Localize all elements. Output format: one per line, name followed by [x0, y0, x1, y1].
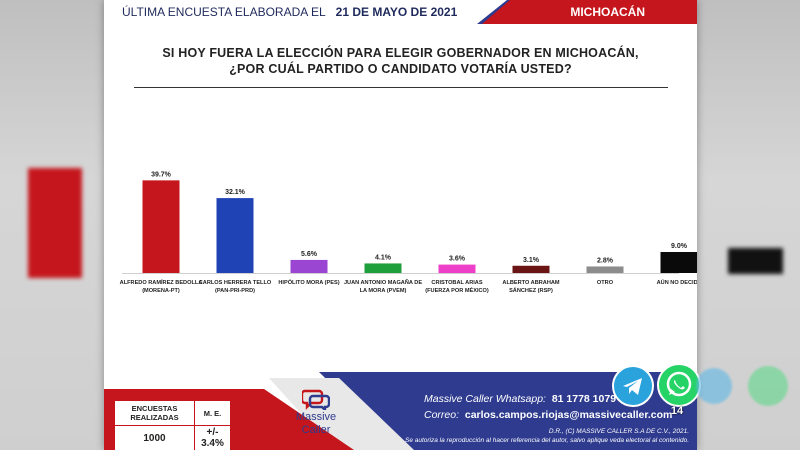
chat-bubble-logo-icon: [300, 388, 331, 413]
category-label-7-0: AÚN NO DECIDE: [657, 279, 697, 286]
header-red-stripe: [482, 0, 697, 24]
category-label-2-0: HIPÓLITO MORA (PES): [278, 278, 339, 286]
category-label-3-1: LA MORA (PVEM): [360, 288, 407, 294]
email-label: Correo:: [424, 409, 460, 421]
surveys-value: 1000: [114, 425, 195, 450]
whatsapp-number: 81 1778 1079: [551, 393, 617, 405]
bar-5: [512, 265, 550, 273]
category-label-1-0: CARLOS HERRERA TELLO: [199, 280, 272, 286]
margin-error-value: +/- 3.4%: [193, 425, 232, 450]
legal-line-1: D.R., (C) MASSIVE CALLER S.A DE C.V., 20…: [548, 428, 689, 435]
bar-1: [216, 198, 254, 273]
question-line-1: SI HOY FUERA LA ELECCIÓN PARA ELEGIR GOB…: [162, 46, 639, 60]
bar-value-label-3: 4.1%: [375, 254, 392, 261]
header-band: ÚLTIMA ENCUESTA ELABORADA EL 21 DE MAYO …: [104, 0, 697, 24]
bar-0: [142, 180, 180, 273]
category-label-3-0: JUAN ANTONIO MAGAÑA DE: [344, 279, 422, 286]
bar-value-label-7: 9.0%: [671, 243, 688, 250]
bar-value-label-4: 3.6%: [449, 256, 466, 263]
bar-value-label-2: 5.6%: [301, 251, 318, 258]
telegram-share-button-blurred: [696, 368, 732, 404]
poll-card: ÚLTIMA ENCUESTA ELABORADA EL 21 DE MAYO …: [104, 0, 697, 450]
category-label-4-0: CRISTOBAL ARIAS: [431, 280, 482, 286]
brand-name-line-1: Massive: [295, 411, 337, 423]
whatsapp-contact: Massive Caller Whatsapp: 81 1778 1079: [424, 393, 616, 405]
question-line-2: ¿POR CUÁL PARTIDO O CANDIDATO VOTARÍA US…: [229, 62, 572, 76]
category-label-0-0: ALFREDO RAMÍREZ BEDOLLA: [120, 278, 203, 286]
category-label-4-1: (FUERZA POR MÉXICO): [425, 286, 489, 294]
bar-value-label-0: 39.7%: [151, 171, 172, 178]
bar-3: [364, 263, 402, 273]
telegram-share-button[interactable]: [612, 365, 654, 407]
whatsapp-label: Massive Caller Whatsapp:: [424, 393, 546, 405]
bar-6: [586, 266, 624, 273]
blurred-bar-right: [728, 248, 783, 274]
whatsapp-share-count: 14: [670, 405, 684, 417]
bar-chart: 39.7% ALFREDO RAMÍREZ BEDOLLA (MORENA-PT) 3…: [120, 171, 697, 294]
survey-date-prefix: ÚLTIMA ENCUESTA ELABORADA EL: [122, 5, 326, 19]
state-label: MICHOACÁN: [570, 5, 645, 19]
email-contact: Correo: carlos.campos.riojas@massivecall…: [424, 409, 672, 421]
margin-error-header: M. E.: [193, 400, 232, 426]
title-divider: [134, 87, 668, 88]
whatsapp-icon: [666, 371, 692, 397]
bar-7: [660, 252, 697, 273]
whatsapp-share-button[interactable]: [657, 363, 701, 407]
survey-date: 21 DE MAYO DE 2021: [335, 5, 458, 19]
survey-date-line: ÚLTIMA ENCUESTA ELABORADA EL 21 DE MAYO …: [122, 5, 457, 19]
category-label-5-0: ALBERTO ABRAHAM: [502, 280, 560, 286]
bar-4: [438, 264, 476, 273]
legal-line-2: Se autoriza la reproducción al hacer ref…: [404, 437, 689, 444]
surveys-header: ENCUESTAS REALIZADAS: [114, 400, 195, 426]
bar-2: [290, 259, 328, 273]
massive-caller-logo: Massive Caller: [286, 388, 346, 436]
email-address: carlos.campos.riojas@massivecaller.com: [464, 409, 673, 421]
whatsapp-share-button-blurred: [748, 366, 788, 406]
survey-stats-table: ENCUESTAS REALIZADAS M. E. 1000 +/- 3.4%: [114, 400, 232, 450]
bar-value-label-5: 3.1%: [523, 257, 540, 264]
telegram-icon: [623, 378, 642, 395]
category-label-1-1: (PAN-PRI-PRD): [215, 288, 255, 294]
bar-value-label-1: 32.1%: [225, 189, 246, 196]
brand-name-line-2: Caller: [301, 424, 331, 436]
category-label-0-1: (MORENA-PT): [142, 288, 180, 294]
bar-value-label-6: 2.8%: [597, 257, 614, 264]
category-label-6-0: OTRO: [597, 280, 614, 286]
blurred-bar-left: [28, 168, 82, 278]
category-label-5-1: SÁNCHEZ (RSP): [509, 287, 553, 294]
